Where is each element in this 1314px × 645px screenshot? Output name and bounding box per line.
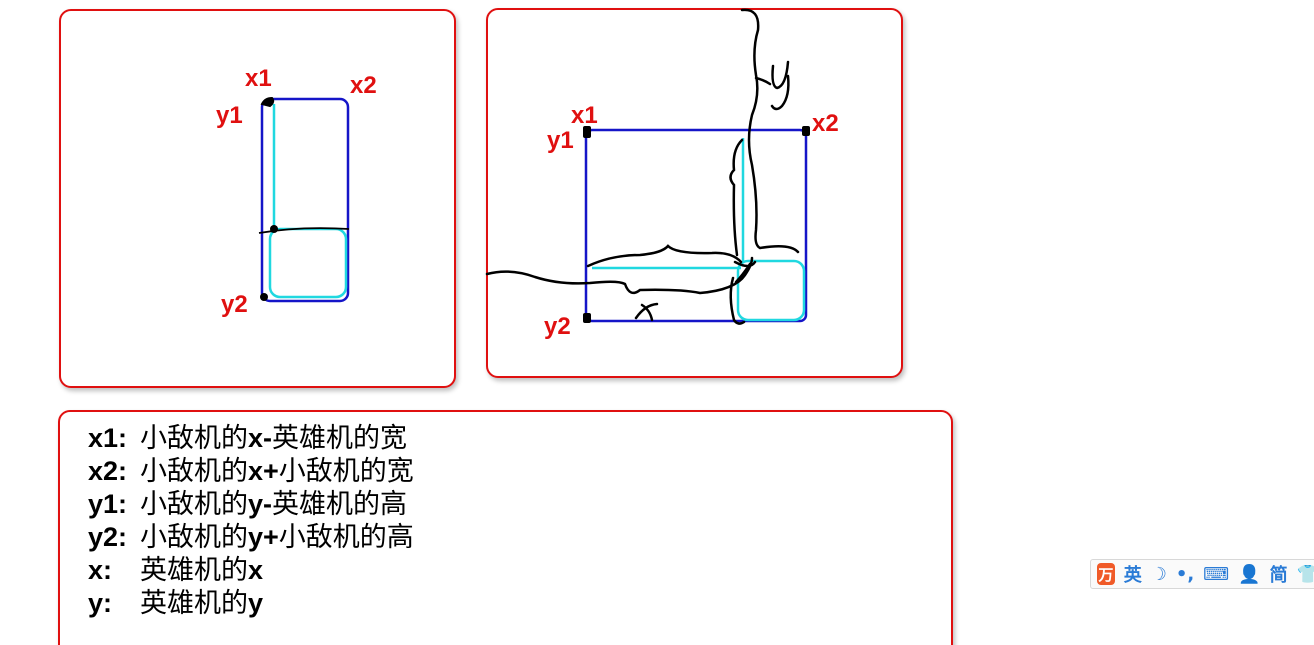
legend-post: 小敌机的宽 [278,456,414,486]
legend-key: y1: [88,489,128,519]
right-ink-horizontal-top [586,244,743,268]
moon-icon[interactable]: ☽ [1150,563,1167,585]
legend-pre: 英雄机的 [140,588,248,618]
legend-item: y: 英雄机的y [88,587,414,620]
legend-key: x2: [88,456,128,486]
left-divider-line [258,227,350,234]
right-point-y2 [583,313,591,323]
right-small-enemy-box [736,259,806,322]
legend-item: x: 英雄机的x [88,554,414,587]
left-diagram-panel [59,9,456,388]
right-label-y1: y1 [547,127,574,154]
left-diagram: x1 x2 y1 y2 [216,65,377,318]
right-ink-x-brace [485,256,754,295]
legend-pre: 小敌机的 [140,522,248,552]
legend-pre: 小敌机的 [140,423,248,453]
right-ink-y-brace [740,8,800,254]
right-ink-cross [729,260,757,325]
right-label-x2: x2 [812,110,839,137]
right-ink-vertical-a [729,138,744,257]
keyboard-icon[interactable]: ⌨ [1203,563,1230,585]
legend-list: x1: 小敌机的x-英雄机的宽 x2: 小敌机的x+小敌机的宽 y1: 小敌机的… [88,422,414,620]
legend-key: x: [88,555,113,585]
right-ink-y-tick [754,76,772,86]
ime-simplified-toggle[interactable]: 简 [1269,565,1288,586]
left-small-enemy-box [268,227,348,299]
ime-lang-toggle[interactable]: 英 [1123,565,1142,586]
ime-logo-icon[interactable]: 万 [1097,563,1115,585]
left-label-x2: x2 [350,72,377,99]
user-icon[interactable]: 👤 [1238,563,1261,585]
legend-item: x2: 小敌机的x+小敌机的宽 [88,455,414,488]
right-label-y2: y2 [544,313,571,340]
legend-item: y1: 小敌机的y-英雄机的高 [88,488,414,521]
right-ink-x-letter [634,302,659,322]
legend-mid: x+ [248,456,279,486]
legend-item: x1: 小敌机的x-英雄机的宽 [88,422,414,455]
legend-post: 英雄机的宽 [272,423,408,453]
left-top-mark [260,96,275,108]
legend-panel [58,410,953,645]
legend-pre: 小敌机的 [140,489,248,519]
left-point-mid [270,225,278,233]
right-label-x1: x1 [571,102,598,129]
legend-mid: y [248,588,264,618]
legend-pre: 小敌机的 [140,456,248,486]
legend-mid: x- [248,423,273,453]
legend-mid: y- [248,489,273,519]
ime-toolbar[interactable]: 万 英 ☽ •, ⌨ 👤 简 👕 [1090,559,1314,589]
legend-post: 小敌机的高 [278,522,414,552]
legend-key: y: [88,588,113,618]
punctuation-icon[interactable]: •, [1175,563,1195,585]
left-point-y2 [260,293,268,301]
right-outer-box [584,128,808,323]
legend-mid: y+ [248,522,279,552]
left-label-x1: x1 [245,65,272,92]
right-diagram-panel [486,8,903,378]
left-outer-box [260,97,350,303]
legend-key: y2: [88,522,128,552]
legend-post: 英雄机的高 [272,489,408,519]
right-point-y1 [583,126,591,138]
right-diagram: x1 x2 y1 y2 [485,8,839,340]
left-label-y2: y2 [221,291,248,318]
right-ink-y-letter [770,60,790,111]
legend-mid: x [248,555,264,585]
right-point-x2 [802,126,810,136]
left-label-y1: y1 [216,102,243,129]
legend-item: y2: 小敌机的y+小敌机的高 [88,521,414,554]
legend-key: x1: [88,423,128,453]
legend-pre: 英雄机的 [140,555,248,585]
skin-icon[interactable]: 👕 [1296,563,1314,585]
